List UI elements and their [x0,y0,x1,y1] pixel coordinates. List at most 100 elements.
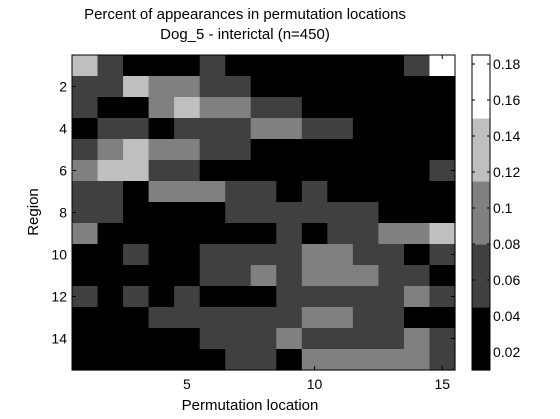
heatmap-cell [276,223,303,245]
heatmap-cell [250,118,277,140]
heatmap-cell [199,244,226,266]
colorbar-tick-label: 0.12 [493,164,520,180]
heatmap-cell [403,265,431,287]
x-axis-label: Permutation location [182,397,319,414]
heatmap-cell [276,76,303,98]
heatmap-cell [378,349,405,371]
heatmap-cell [429,97,456,119]
heatmap-cell [123,349,150,371]
heatmap-cell [301,97,328,119]
heatmap-cell [403,97,431,119]
heatmap-cell [378,76,405,98]
heatmap-cell [199,55,226,77]
heatmap-cell [378,328,405,350]
heatmap-cell [327,349,354,371]
heatmap-cell [72,202,99,224]
heatmap-cell [352,76,379,98]
heatmap-cell [327,97,354,119]
heatmap-cell [97,118,124,140]
y-tick-label: 12 [51,289,67,305]
heatmap-cell [301,244,328,266]
heatmap-cell [276,265,303,287]
colorbar-tick-label: 0.06 [493,272,520,288]
heatmap-cell [301,118,328,140]
heatmap-cell [301,202,328,224]
heatmap-cell [429,223,456,245]
heatmap-cell [225,97,252,119]
heatmap-cell [403,181,431,203]
heatmap-cell [378,139,405,161]
heatmap-cell [199,223,226,245]
heatmap-cell [148,244,175,266]
heatmap-cell [97,97,124,119]
heatmap-cell [429,307,456,329]
heatmap-cell [225,265,252,287]
heatmap-cell [276,244,303,266]
heatmap-cell [276,328,303,350]
heatmap-cell [352,55,379,77]
heatmap-cell [327,307,354,329]
heatmap-cell [301,76,328,98]
heatmap-cell [352,139,379,161]
heatmap-cell [352,118,379,140]
heatmap-cell [352,307,379,329]
heatmap-cell [199,265,226,287]
heatmap-cell [378,265,405,287]
heatmap-cell [199,97,226,119]
heatmap-cell [301,265,328,287]
heatmap-cell [352,286,379,308]
heatmap-cell [403,160,431,182]
heatmap-cell [199,286,226,308]
colorbar [472,55,490,371]
heatmap-cell [123,76,150,98]
heatmap-cell [352,328,379,350]
heatmap-cell [301,328,328,350]
heatmap-cell [429,118,456,140]
heatmap-cell [301,223,328,245]
heatmap-cell [403,307,431,329]
heatmap-cell [148,97,175,119]
heatmap-cell [276,139,303,161]
x-tick-label: 10 [307,376,323,392]
heatmap-cell [276,160,303,182]
heatmap-cell [97,265,124,287]
heatmap-cell [250,265,277,287]
heatmap-cell [148,55,175,77]
heatmap-cell [225,118,252,140]
heatmap-cell [174,139,201,161]
heatmap-cell [301,181,328,203]
heatmap-cell [276,349,303,371]
heatmap-cell [97,160,124,182]
heatmap-cell [429,139,456,161]
heatmap-cell [72,55,99,77]
heatmap-cell [327,181,354,203]
heatmap-cell [123,97,150,119]
heatmap-cell [429,76,456,98]
heatmap-cell [72,76,99,98]
heatmap-cell [250,286,277,308]
heatmap-cell [403,286,431,308]
colorbar-tick-label: 0.18 [493,56,520,72]
heatmap-cell [148,181,175,203]
heatmap-cell [148,223,175,245]
heatmap-cell [97,76,124,98]
heatmap-cell [123,328,150,350]
heatmap-cell [97,181,124,203]
heatmap-cell [352,181,379,203]
heatmap-cell [378,118,405,140]
heatmap-cell [199,139,226,161]
heatmap-cell [403,76,431,98]
heatmap-cell [97,328,124,350]
heatmap-cell [250,181,277,203]
heatmap-cell [429,160,456,182]
heatmap-cell [250,223,277,245]
heatmap-cell [199,118,226,140]
heatmap-cell [301,286,328,308]
heatmap-cell [352,97,379,119]
heatmap-cell [327,202,354,224]
heatmap-cell [72,118,99,140]
heatmap-cell [250,55,277,77]
heatmap-cell [225,244,252,266]
x-tick-label: 15 [434,376,450,392]
